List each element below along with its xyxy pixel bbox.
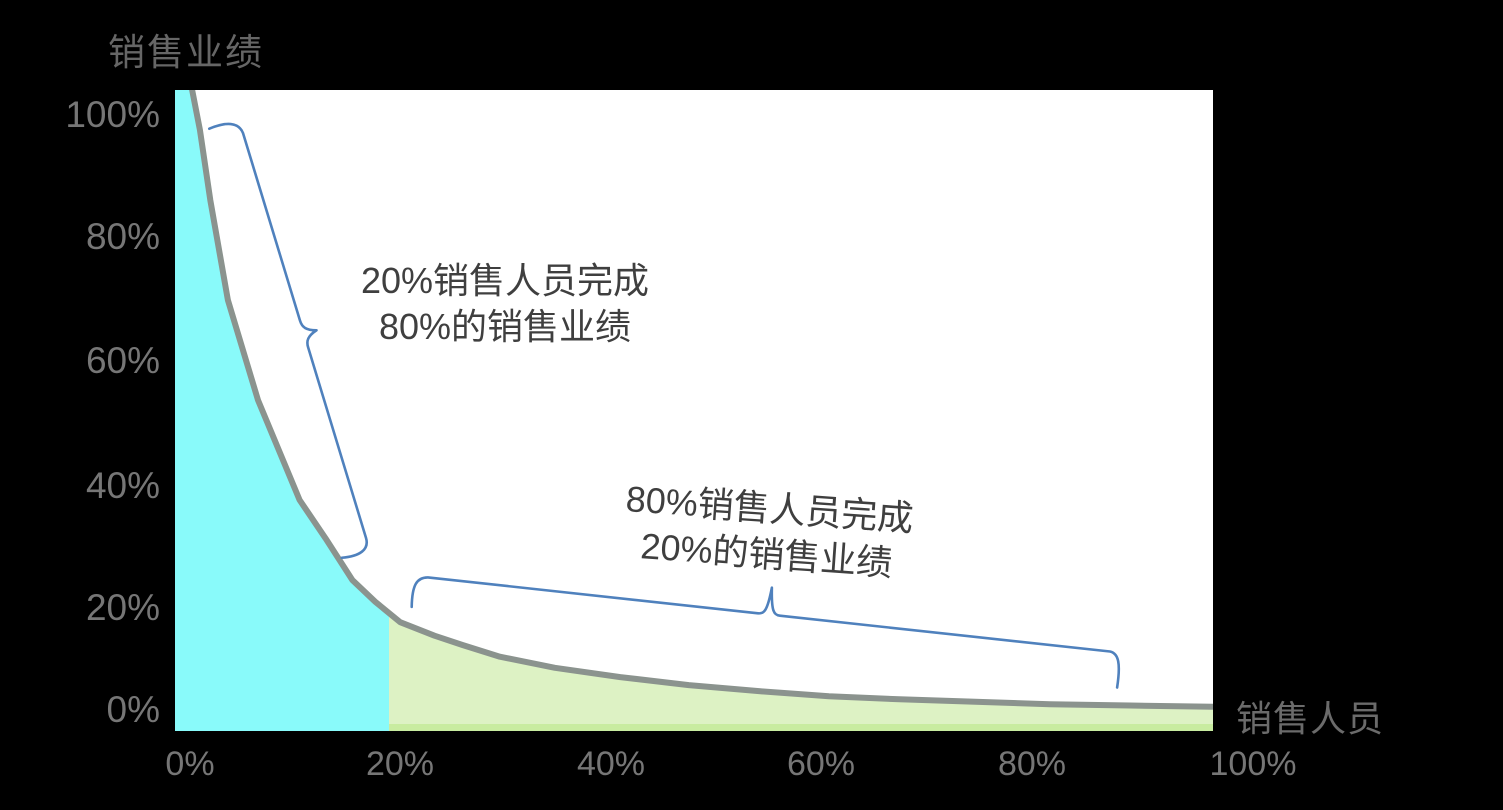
x-tick-40: 40% <box>576 745 646 783</box>
green-region-bottom-edge <box>175 724 1213 731</box>
pareto-curve <box>189 90 1213 710</box>
y-axis-title: 销售业绩 <box>108 32 264 73</box>
x-tick-100: 100% <box>1209 745 1297 783</box>
annotation-top-20-percent: 20%销售人员完成 80%的销售业绩 <box>305 258 705 350</box>
plot-area <box>175 90 1213 731</box>
x-axis-title: 销售人员 <box>1236 698 1385 739</box>
x-tick-60: 60% <box>786 745 856 783</box>
annotation-top-line1: 20%销售人员完成 <box>360 260 650 301</box>
y-tick-60: 60% <box>85 340 160 381</box>
y-tick-0: 0% <box>106 689 160 730</box>
x-tick-20: 20% <box>365 745 435 783</box>
brace-bottom-80-percent <box>410 576 1121 689</box>
y-tick-80: 80% <box>85 216 160 257</box>
y-tick-100: 100% <box>65 94 160 135</box>
x-tick-80: 80% <box>997 745 1067 783</box>
x-tick-0: 0% <box>165 745 215 783</box>
y-tick-40: 40% <box>85 465 160 506</box>
pareto-chart-svg <box>175 90 1213 731</box>
annotation-top-line2: 80%的销售业绩 <box>378 306 632 347</box>
brace-top-20-percent <box>207 122 368 560</box>
y-tick-20: 20% <box>85 587 160 628</box>
